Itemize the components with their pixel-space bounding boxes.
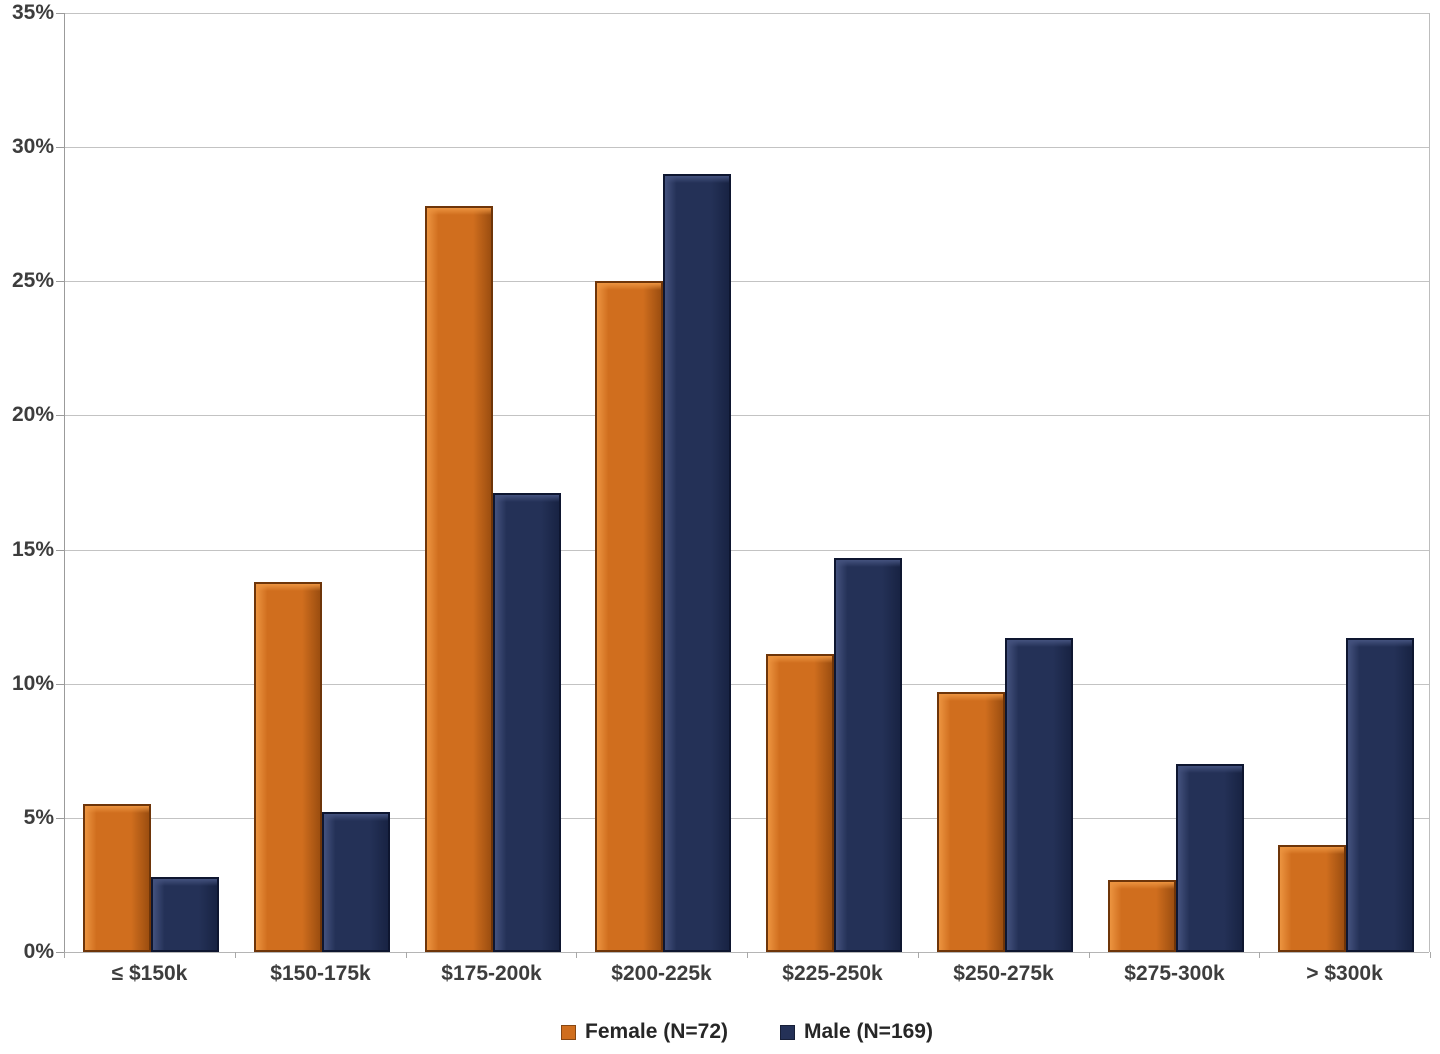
bar-bevel — [323, 814, 388, 821]
bar-bevel — [84, 806, 149, 813]
y-axis-tick-label: 25% — [11, 269, 54, 292]
bar-group — [1090, 13, 1261, 952]
y-axis-tick-label: 20% — [11, 403, 54, 426]
gridline — [65, 281, 1429, 282]
bar-male-0 — [150, 877, 219, 952]
bar-bevel — [835, 560, 900, 567]
x-axis-tick — [1089, 952, 1090, 958]
bar-group — [748, 13, 919, 952]
y-axis-tick-label: 0% — [23, 940, 54, 963]
x-axis-tick-label: $275-300k — [1124, 962, 1225, 985]
x-axis-tick — [1430, 952, 1431, 958]
gridline — [65, 13, 1429, 14]
legend-label: Female (N=72) — [585, 1020, 728, 1043]
bar-group — [65, 13, 236, 952]
bar-female-3 — [594, 281, 663, 952]
bar-bevel — [1177, 766, 1242, 773]
bar-bevel — [767, 656, 832, 663]
bar-bevel — [1006, 640, 1071, 647]
bar-male-4 — [833, 558, 902, 952]
y-axis-tick-label: 30% — [11, 135, 54, 158]
y-axis-tick — [56, 281, 64, 282]
y-axis-tick-label: 15% — [11, 538, 54, 561]
y-axis-tick-label: 35% — [11, 1, 54, 24]
x-axis-tick-label: > $300k — [1306, 962, 1383, 985]
x-axis-tick — [576, 952, 577, 958]
y-axis-tick-label: 10% — [11, 672, 54, 695]
gridline — [65, 684, 1429, 685]
bar-male-3 — [662, 174, 731, 952]
bar-male-5 — [1004, 638, 1073, 952]
bar-bevel — [1347, 640, 1412, 647]
x-axis-tick-label: $150-175k — [270, 962, 371, 985]
bar-bevel — [152, 879, 217, 886]
x-axis-tick-label: $225-250k — [782, 962, 883, 985]
bar-female-0 — [82, 804, 151, 952]
bar-male-7 — [1345, 638, 1414, 952]
legend: Female (N=72) Male (N=169) — [64, 1020, 1430, 1044]
bar-bevel — [596, 283, 661, 290]
gridline — [65, 550, 1429, 551]
y-axis-tick-label: 5% — [23, 806, 54, 829]
bar-group — [577, 13, 748, 952]
bar-bevel — [664, 176, 729, 183]
bar-bevel — [1279, 847, 1344, 854]
legend-item-male: Male (N=169) — [780, 1020, 933, 1044]
bar-bevel — [494, 495, 559, 502]
x-axis-tick — [1259, 952, 1260, 958]
bar-group — [1260, 13, 1431, 952]
gridline — [65, 147, 1429, 148]
y-axis-tick — [56, 550, 64, 551]
bar-male-2 — [492, 493, 561, 952]
x-axis-tick-label: $175-200k — [441, 962, 542, 985]
bar-female-7 — [1277, 845, 1346, 952]
x-axis-tick — [747, 952, 748, 958]
bar-male-1 — [321, 812, 390, 952]
y-axis-tick — [56, 13, 64, 14]
x-axis-tick — [918, 952, 919, 958]
bar-female-5 — [936, 692, 1005, 952]
gridline — [65, 415, 1429, 416]
x-axis-tick-label: $200-225k — [611, 962, 712, 985]
bar-bevel — [1109, 882, 1174, 889]
x-axis-tick-label: $250-275k — [953, 962, 1054, 985]
x-axis-tick — [406, 952, 407, 958]
bar-female-1 — [253, 582, 322, 952]
bar-group — [407, 13, 578, 952]
y-axis-tick — [56, 415, 64, 416]
bar-female-2 — [424, 206, 493, 952]
gridline — [65, 818, 1429, 819]
legend-swatch-icon — [561, 1024, 577, 1040]
x-axis-tick-label: ≤ $150k — [111, 962, 188, 985]
bar-male-6 — [1175, 764, 1244, 952]
bar-bevel — [426, 208, 491, 215]
legend-label: Male (N=169) — [804, 1020, 933, 1043]
y-axis-tick — [56, 684, 64, 685]
y-axis-tick — [56, 818, 64, 819]
bar-group — [919, 13, 1090, 952]
plot-area — [64, 13, 1431, 953]
bar-female-6 — [1107, 880, 1176, 952]
legend-item-female: Female (N=72) — [561, 1020, 728, 1044]
bar-female-4 — [765, 654, 834, 952]
bar-bevel — [255, 584, 320, 591]
bar-group — [236, 13, 407, 952]
y-axis-tick — [56, 952, 64, 953]
y-axis-tick — [56, 147, 64, 148]
x-axis-tick — [64, 952, 65, 958]
legend-swatch-icon — [780, 1024, 795, 1040]
bar-bevel — [938, 694, 1003, 701]
x-axis-tick — [235, 952, 236, 958]
